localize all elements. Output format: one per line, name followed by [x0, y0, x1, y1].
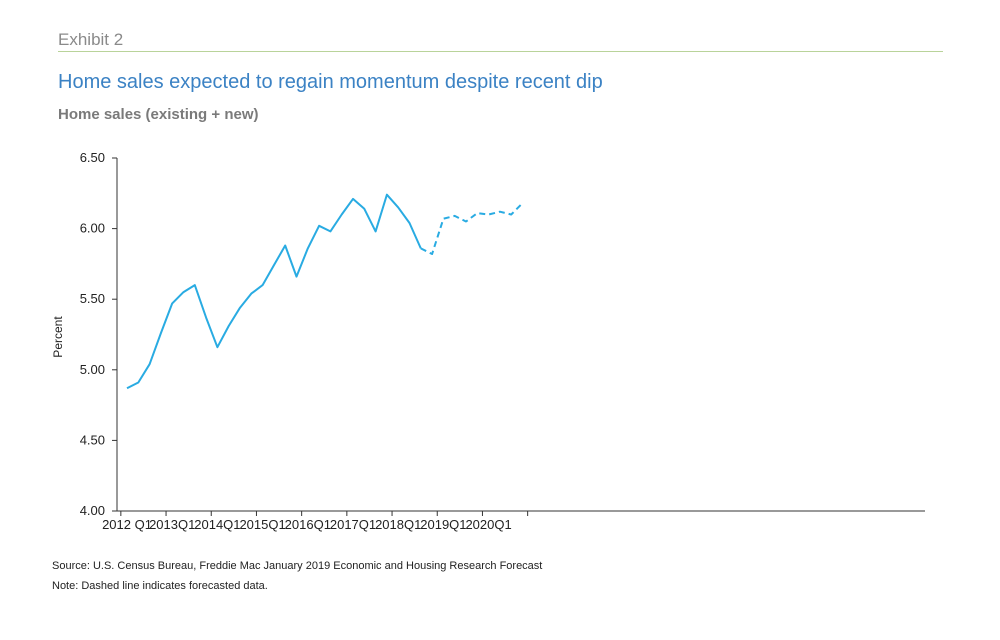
- y-tick-label: 4.50: [80, 432, 105, 447]
- header-divider: [58, 51, 943, 52]
- x-tick-label: 2020Q1: [465, 517, 511, 532]
- y-axis-label: Percent: [51, 316, 65, 358]
- exhibit-label: Exhibit 2: [58, 30, 124, 49]
- y-tick-label: 5.00: [80, 362, 105, 377]
- chart-subtitle: Home sales (existing + new): [58, 106, 259, 123]
- x-tick-label: 2019Q1: [420, 517, 466, 532]
- x-tick-label: 2012 Q1: [102, 517, 152, 532]
- chart-series: [126, 193, 524, 390]
- y-tick-label: 6.50: [80, 150, 105, 165]
- forecast-note: Note: Dashed line indicates forecasted d…: [52, 580, 268, 592]
- x-tick-label: 2018Q1: [375, 517, 421, 532]
- forecast-series-line: [420, 202, 524, 255]
- y-tick-label: 6.00: [80, 221, 105, 236]
- actual-series-line: [126, 193, 422, 390]
- y-tick-label: 5.50: [80, 291, 105, 306]
- x-tick-label: 2013Q1: [149, 517, 195, 532]
- x-tick-label: 2014Q1: [194, 517, 240, 532]
- y-tick-label: 4.00: [80, 503, 105, 518]
- source-note: Source: U.S. Census Bureau, Freddie Mac …: [52, 560, 543, 572]
- x-tick-label: 2017Q1: [330, 517, 376, 532]
- x-tick-label: 2016Q1: [285, 517, 331, 532]
- chart-title: Home sales expected to regain momentum d…: [58, 71, 603, 93]
- x-tick-label: 2015Q1: [239, 517, 285, 532]
